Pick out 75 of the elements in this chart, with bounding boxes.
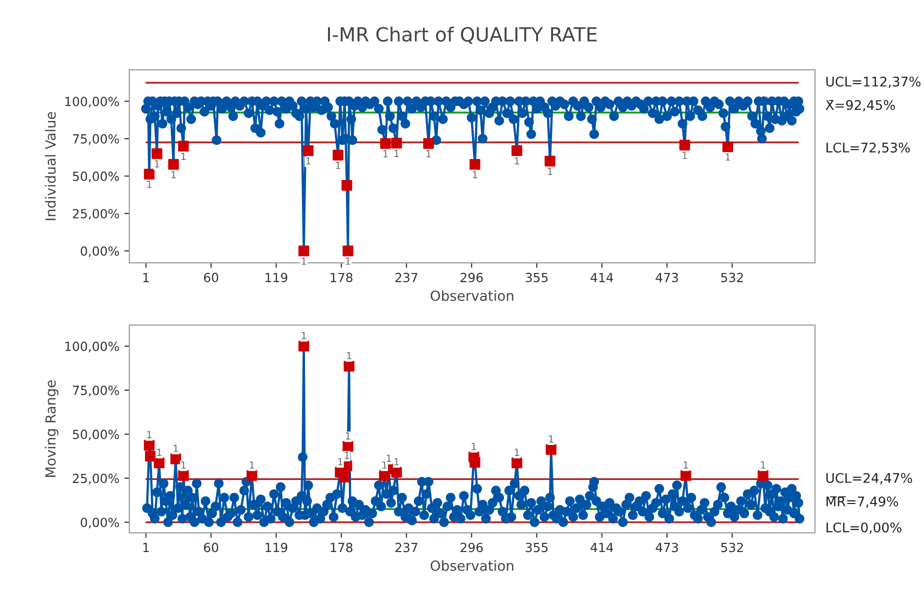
y-tick-label: 50,00% xyxy=(72,430,119,440)
ref-line-label: M̅R̅=7,49% xyxy=(826,496,898,508)
annotation: 1 xyxy=(472,442,476,450)
annotation: 1 xyxy=(154,160,160,168)
annotation: 1 xyxy=(174,444,178,452)
annotation: 1 xyxy=(338,458,342,466)
ref-line-label: LCL=0,00% xyxy=(826,522,902,534)
annotation: 1 xyxy=(394,458,399,466)
annotation: 1 xyxy=(382,461,387,469)
x-tick-label: 119 xyxy=(266,272,288,282)
annotation: 1 xyxy=(472,171,478,178)
ref-line-label: UCL=112,37% xyxy=(826,76,921,88)
y-tick-label: 0,00% xyxy=(80,246,119,258)
annotation: 1 xyxy=(306,157,310,164)
x-tick-label: 237 xyxy=(395,272,418,282)
annotation: 1 xyxy=(302,332,306,340)
annotation: 1 xyxy=(514,157,520,164)
annotation: 1 xyxy=(394,150,399,157)
y-tick-label: 100,00% xyxy=(65,342,119,352)
ref-line-label: LCL=72,53% xyxy=(826,142,910,154)
annotation: 1 xyxy=(302,258,306,265)
annotation: 1 xyxy=(548,168,552,175)
y-tick-label: 100,00% xyxy=(65,96,119,108)
x-tick-label: 414 xyxy=(590,542,614,552)
annotation: 1 xyxy=(514,448,520,456)
annotation: 1 xyxy=(549,435,554,442)
x-tick-label: 355 xyxy=(526,542,548,552)
annotation: 1 xyxy=(426,150,431,158)
y-tick-label: 25,00% xyxy=(72,474,119,484)
x-tick-label: 1 xyxy=(143,542,149,552)
annotation: 1 xyxy=(684,461,688,469)
x-tick-label: 473 xyxy=(656,542,678,552)
ref-line-label: UCL=24,47% xyxy=(826,472,912,484)
x-tick-label: 119 xyxy=(266,542,288,552)
x-tick-label: 178 xyxy=(330,272,352,282)
annotation: 1 xyxy=(147,180,152,188)
annotation: 1 xyxy=(336,162,340,169)
y-tick-label: 75,00% xyxy=(73,386,119,396)
x-tick-label: 414 xyxy=(590,272,614,282)
x-tick-label: 60 xyxy=(204,272,218,282)
annotation: 1 xyxy=(383,150,388,158)
annotation: 1 xyxy=(181,461,186,469)
y-axis-title: Individual Value xyxy=(45,112,56,220)
x-tick-label: 532 xyxy=(721,542,743,552)
annotation: 1 xyxy=(181,152,186,160)
y-tick-label: 25,00% xyxy=(72,208,119,220)
annotation: 1 xyxy=(250,461,254,469)
annotation: 1 xyxy=(344,452,350,459)
x-tick-label: 237 xyxy=(395,542,418,552)
annotation: 1 xyxy=(346,258,350,265)
y-axis-title: Moving Range xyxy=(45,380,58,477)
x-axis-title: Observation xyxy=(430,290,514,301)
ref-line-label: X̄=92,45% xyxy=(826,100,895,112)
annotation: 1 xyxy=(157,448,162,456)
x-tick-label: 60 xyxy=(204,542,218,552)
x-tick-label: 355 xyxy=(526,272,548,282)
x-axis-title: Observation xyxy=(430,560,514,571)
annotation: 1 xyxy=(761,461,766,469)
annotation: 1 xyxy=(726,153,730,161)
annotation: 1 xyxy=(346,432,350,440)
y-tick-label: 50,00% xyxy=(72,172,119,182)
x-tick-label: 473 xyxy=(656,272,678,282)
x-tick-label: 296 xyxy=(460,542,483,552)
chart-title: I-MR Chart of QUALITY RATE xyxy=(328,26,597,44)
y-tick-label: 0,00% xyxy=(80,518,119,528)
x-tick-label: 532 xyxy=(721,272,743,282)
annotation: 1 xyxy=(171,171,176,178)
x-tick-label: 178 xyxy=(330,542,352,552)
annotation: 1 xyxy=(347,352,352,360)
y-tick-label: 75,00% xyxy=(73,134,119,145)
x-tick-label: 296 xyxy=(460,272,483,282)
x-tick-label: 1 xyxy=(143,272,149,282)
annotation: 1 xyxy=(386,454,392,462)
annotation: 1 xyxy=(682,152,687,159)
annotation: 1 xyxy=(147,431,152,438)
